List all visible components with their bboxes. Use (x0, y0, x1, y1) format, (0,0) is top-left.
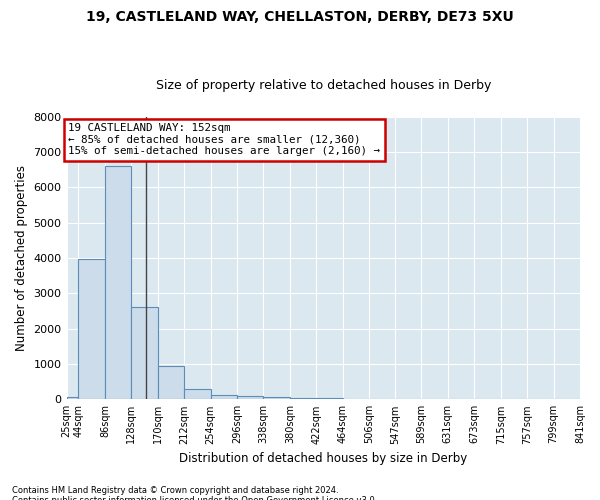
Bar (263, 396, 290, 400)
Bar (343, 398, 369, 400)
Text: Contains public sector information licensed under the Open Government Licence v3: Contains public sector information licen… (12, 496, 377, 500)
Bar (131, 308, 158, 400)
Title: Size of property relative to detached houses in Derby: Size of property relative to detached ho… (155, 79, 491, 92)
Bar (211, 395, 237, 400)
X-axis label: Distribution of detached houses by size in Derby: Distribution of detached houses by size … (179, 452, 467, 465)
Text: 19 CASTLELAND WAY: 152sqm
← 85% of detached houses are smaller (12,360)
15% of s: 19 CASTLELAND WAY: 152sqm ← 85% of detac… (68, 123, 380, 156)
Bar (184, 388, 211, 400)
Text: 19, CASTLELAND WAY, CHELLASTON, DERBY, DE73 5XU: 19, CASTLELAND WAY, CHELLASTON, DERBY, D… (86, 10, 514, 24)
Bar (79, 258, 105, 400)
Bar (158, 366, 184, 400)
Y-axis label: Number of detached properties: Number of detached properties (15, 165, 28, 351)
Text: Contains HM Land Registry data © Crown copyright and database right 2024.: Contains HM Land Registry data © Crown c… (12, 486, 338, 495)
Bar (67, 396, 79, 400)
Bar (237, 396, 263, 400)
Bar (290, 398, 316, 400)
Bar (105, 166, 131, 400)
Bar (316, 398, 343, 400)
